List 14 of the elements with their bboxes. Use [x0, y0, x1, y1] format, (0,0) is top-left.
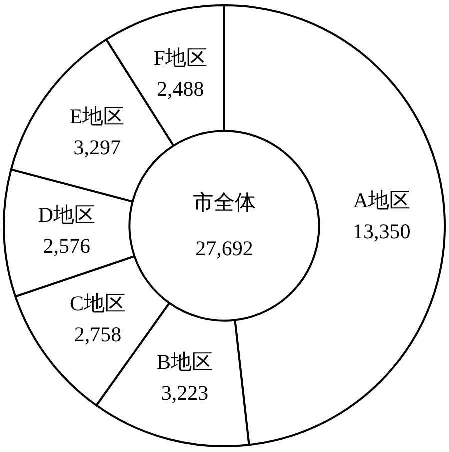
data-label: 3,223 — [161, 381, 209, 406]
slice-label: C地区 — [70, 292, 126, 316]
data-label: 13,350 — [353, 220, 411, 244]
text: 市全体 — [193, 190, 256, 215]
text: 27,692 — [196, 236, 254, 261]
slice-label: A地区 — [353, 188, 410, 213]
data-label: 3,297 — [74, 135, 121, 160]
data-label: 2,488 — [156, 77, 204, 102]
data-label: 2,758 — [74, 322, 122, 347]
slice-label: F地区 — [154, 46, 208, 70]
slice-label: D地区 — [38, 202, 96, 227]
data-label: 2,576 — [43, 234, 91, 258]
slice-label: B地区 — [157, 350, 214, 374]
slice-label: E地区 — [70, 104, 125, 128]
